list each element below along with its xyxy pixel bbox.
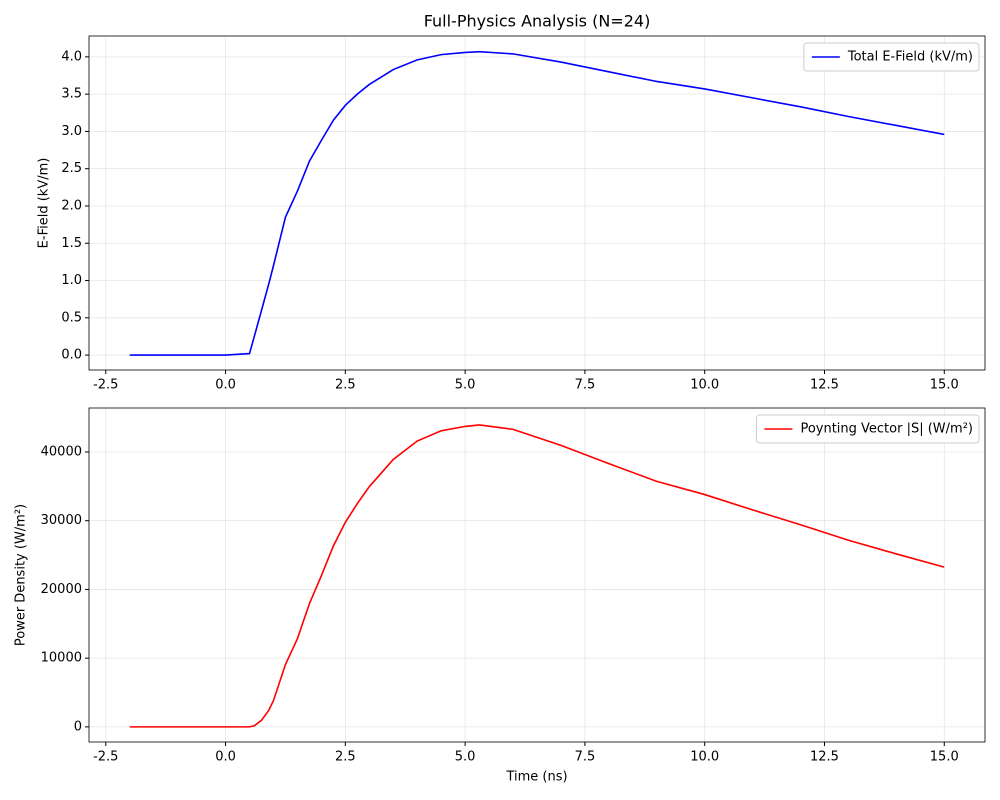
x-tick-label: 15.0 bbox=[930, 378, 959, 393]
axes-frame bbox=[88, 407, 986, 743]
x-tick-label: 5.0 bbox=[455, 378, 476, 393]
data-line bbox=[129, 50, 945, 356]
x-tick-label: 10.0 bbox=[690, 378, 719, 393]
x-tick-label: 5.0 bbox=[455, 750, 476, 765]
x-axis-label: Time (ns) bbox=[505, 770, 567, 785]
axes-frame bbox=[88, 35, 986, 371]
y-tick-label: 30000 bbox=[41, 513, 82, 528]
y-tick-label: 1.5 bbox=[61, 236, 82, 251]
x-tick-label: 2.5 bbox=[335, 378, 356, 393]
x-tick-label: 12.5 bbox=[810, 750, 839, 765]
x-tick-label: 2.5 bbox=[335, 750, 356, 765]
x-tick-label: 0.0 bbox=[215, 750, 236, 765]
x-tick-label: 12.5 bbox=[810, 378, 839, 393]
data-line bbox=[129, 424, 945, 728]
chart-title: Full-Physics Analysis (N=24) bbox=[424, 12, 651, 31]
y-tick-label: 40000 bbox=[41, 444, 82, 459]
x-tick-label: 7.5 bbox=[575, 378, 596, 393]
x-tick-label: -2.5 bbox=[93, 750, 118, 765]
x-tick-label: 7.5 bbox=[575, 750, 596, 765]
x-tick-label: 10.0 bbox=[690, 750, 719, 765]
y-tick-label: 10000 bbox=[41, 651, 82, 666]
y-tick-label: 1.0 bbox=[61, 273, 82, 288]
y-tick-label: 0.5 bbox=[61, 310, 82, 325]
y-axis-label: E-Field (kV/m) bbox=[37, 158, 52, 249]
y-tick-label: 3.5 bbox=[61, 87, 82, 102]
legend: Total E-Field (kV/m) bbox=[803, 42, 980, 72]
y-tick-label: 4.0 bbox=[61, 49, 82, 64]
y-tick-label: 0.0 bbox=[61, 348, 82, 363]
x-tick-label: 15.0 bbox=[930, 750, 959, 765]
y-tick-label: 3.0 bbox=[61, 124, 82, 139]
legend-box bbox=[755, 414, 980, 444]
y-tick-label: 2.5 bbox=[61, 161, 82, 176]
y-tick-label: 0 bbox=[74, 719, 82, 734]
y-axis-label: Power Density (W/m²) bbox=[14, 504, 29, 646]
x-tick-label: -2.5 bbox=[93, 378, 118, 393]
y-tick-label: 20000 bbox=[41, 582, 82, 597]
legend-box bbox=[803, 42, 980, 72]
legend: Poynting Vector |S| (W/m²) bbox=[755, 414, 980, 444]
legend-label: Total E-Field (kV/m) bbox=[847, 50, 973, 65]
y-tick-label: 2.0 bbox=[61, 198, 82, 213]
x-tick-label: 0.0 bbox=[215, 378, 236, 393]
legend-label: Poynting Vector |S| (W/m²) bbox=[800, 422, 973, 437]
